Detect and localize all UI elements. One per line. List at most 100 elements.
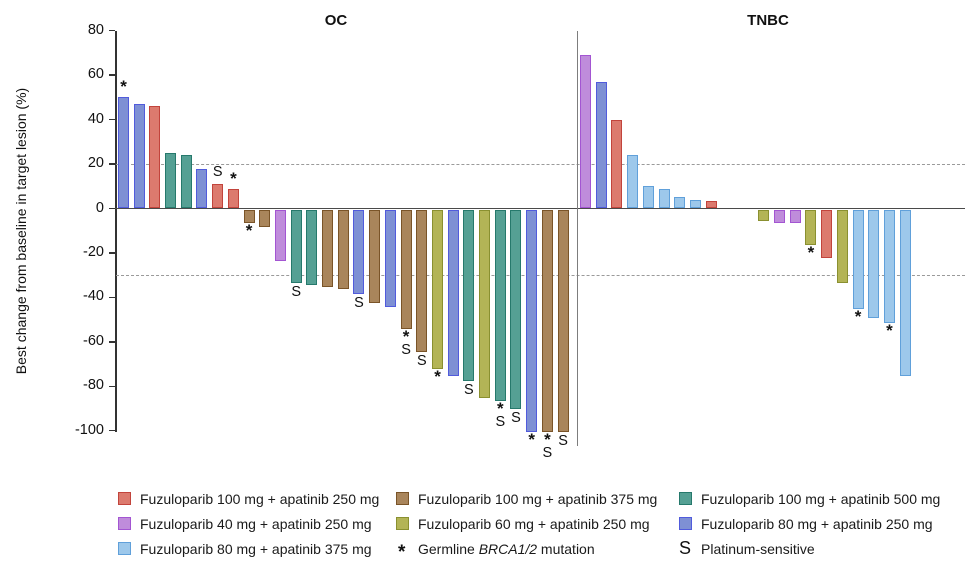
bar-flag-brca: * <box>496 398 504 418</box>
y-tick <box>109 252 115 254</box>
legend-swatch-f100a250 <box>118 492 131 505</box>
panel-divider <box>577 31 579 446</box>
bar-flag-platinum: S <box>416 352 427 369</box>
panel-title-oc: OC <box>324 12 348 29</box>
bar <box>774 209 785 223</box>
bar-flags: * <box>843 307 873 327</box>
y-tick-label: -100 <box>74 421 104 438</box>
legend-label: Fuzuloparib 60 mg + apatinib 250 mg <box>418 516 650 532</box>
bar-flags: * S <box>485 398 515 430</box>
bar <box>448 209 459 377</box>
bar <box>596 81 607 209</box>
legend: Fuzuloparib 100 mg + apatinib 250 mg Fuzu… <box>0 480 976 578</box>
bar <box>165 152 176 209</box>
y-tick <box>109 429 115 432</box>
bar <box>805 209 816 246</box>
y-tick <box>109 385 115 388</box>
y-tick-label: 60 <box>87 66 104 83</box>
y-tick-label: -20 <box>83 243 104 260</box>
bar <box>338 209 349 290</box>
platinum-s-marker: S <box>679 538 692 558</box>
bar <box>353 209 364 294</box>
bar-flag-brca: * <box>807 243 815 263</box>
bar-flags: * S <box>532 431 562 460</box>
y-tick <box>109 74 115 76</box>
bar <box>181 155 192 209</box>
bar-flag-platinum: S <box>354 294 364 311</box>
bar <box>853 209 864 310</box>
legend-label: Fuzuloparib 80 mg + apatinib 250 mg <box>701 516 933 532</box>
bar-flag-platinum: S <box>291 283 302 300</box>
bar-flag-brca: * <box>402 327 410 347</box>
bar-flags: S <box>454 381 484 398</box>
bar <box>134 104 145 209</box>
legend-label: Fuzuloparib 100 mg + apatinib 375 mg <box>418 491 658 507</box>
bar <box>275 209 286 261</box>
bar <box>900 209 911 377</box>
bar-flag-brca: * <box>854 307 862 327</box>
bar-flags: S <box>344 294 374 311</box>
bar <box>306 209 317 286</box>
bar <box>526 209 537 432</box>
bar-flags: S <box>501 410 531 427</box>
legend-swatch-f60a250 <box>396 517 409 530</box>
legend-swatch-f80a250 <box>679 517 692 530</box>
bar-flag-platinum: S <box>495 413 506 430</box>
y-tick-label: 20 <box>87 155 104 172</box>
bar <box>542 209 553 432</box>
bar <box>690 199 701 209</box>
legend-label: Fuzuloparib 40 mg + apatinib 250 mg <box>140 516 372 532</box>
bar <box>118 97 129 209</box>
bar-flag-platinum: S <box>464 381 474 398</box>
bar <box>228 188 239 209</box>
bar <box>706 200 717 209</box>
reference-line-20 <box>116 164 965 166</box>
bar <box>495 209 506 401</box>
bar <box>611 119 622 209</box>
bar-flags: S <box>407 352 437 369</box>
bar-flag-brca: * <box>528 429 535 449</box>
bar <box>558 209 569 432</box>
y-tick <box>109 341 115 343</box>
bar-flags: S <box>281 283 311 300</box>
bar-flag-platinum: S <box>212 164 223 181</box>
bar <box>369 209 380 303</box>
legend-label-part: mutation <box>537 541 595 557</box>
bar-flag-brca: * <box>120 77 127 97</box>
y-tick-label: -80 <box>83 377 104 394</box>
bar <box>416 209 427 352</box>
bar <box>868 209 879 319</box>
y-tick <box>109 296 115 299</box>
legend-label: Fuzuloparib 100 mg + apatinib 500 mg <box>701 491 941 507</box>
bar <box>401 209 412 330</box>
bar-flags: * <box>234 220 264 240</box>
bar-flag-brca: * <box>230 168 237 188</box>
bar-flag-brca: * <box>245 220 253 240</box>
y-tick <box>109 118 115 121</box>
y-tick <box>109 29 115 32</box>
bar-flag-platinum: S <box>401 342 411 359</box>
bar <box>627 155 638 209</box>
bar-flags: S <box>548 432 578 449</box>
legend-swatch-f100a375 <box>396 492 409 505</box>
legend-label-part: Germline <box>418 541 479 557</box>
bar-flags: * <box>423 368 453 385</box>
bar-flag-platinum: S <box>558 432 568 449</box>
bar <box>580 55 591 209</box>
y-tick-label: 80 <box>87 21 104 38</box>
panel-title-tnbc: TNBC <box>747 12 789 29</box>
bar <box>643 186 654 209</box>
bar <box>510 209 521 410</box>
legend-label-part: BRCA1/2 <box>478 541 538 557</box>
bar-flag-platinum: S <box>511 410 521 427</box>
y-tick-label: 0 <box>95 199 104 216</box>
zero-axis-line <box>115 207 965 210</box>
y-axis-label: Best change from baseline in target lesi… <box>13 87 29 375</box>
legend-label: Fuzuloparib 80 mg + apatinib 375 mg <box>140 541 372 557</box>
bar <box>244 209 255 223</box>
bar-flag-brca: * <box>886 320 893 340</box>
y-tick-label: 40 <box>87 110 104 127</box>
bar <box>821 209 832 259</box>
legend-label: Germline BRCA1/2 mutation <box>418 541 595 557</box>
